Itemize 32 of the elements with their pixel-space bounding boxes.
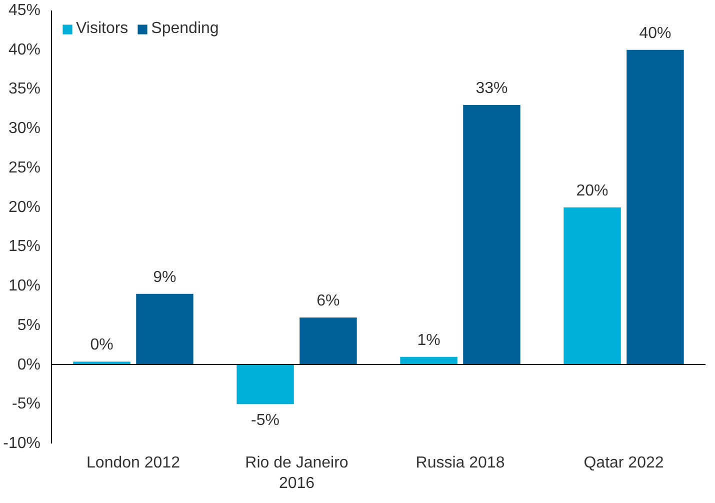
y-tick-label: 30% bbox=[8, 120, 41, 138]
y-tick-label: 20% bbox=[8, 198, 41, 216]
bar bbox=[463, 104, 520, 365]
y-tick-label: 25% bbox=[8, 159, 41, 176]
data-label: -5% bbox=[251, 412, 280, 430]
y-tick-label: 5% bbox=[17, 316, 40, 334]
y-tick-label: -5% bbox=[12, 396, 40, 413]
legend-label: Visitors bbox=[76, 20, 128, 38]
bar bbox=[626, 50, 684, 365]
data-label: 6% bbox=[316, 292, 340, 310]
x-tick-label: Rio de Janeiro 2016 bbox=[245, 454, 348, 492]
x-tick-label: London 2012 bbox=[86, 454, 180, 472]
y-tick-label: 40% bbox=[8, 41, 41, 58]
y-tick-label: 35% bbox=[8, 80, 41, 98]
y-tick-label: 10% bbox=[8, 278, 41, 295]
y-tick-label: 15% bbox=[8, 238, 41, 256]
x-tick-label: Qatar 2022 bbox=[584, 454, 664, 472]
data-label: 9% bbox=[153, 268, 176, 286]
legend-label: Spending bbox=[151, 20, 219, 38]
y-tick-label: 45% bbox=[8, 2, 41, 19]
data-label: 20% bbox=[576, 182, 608, 200]
bar bbox=[236, 364, 294, 404]
bar bbox=[300, 318, 357, 365]
y-tick-label: -10% bbox=[3, 435, 41, 452]
data-label: 40% bbox=[639, 24, 672, 42]
bar bbox=[136, 294, 194, 365]
x-tick-label: Russia 2018 bbox=[416, 454, 505, 472]
bar bbox=[564, 207, 621, 365]
data-label: 1% bbox=[417, 332, 440, 349]
data-label: 0% bbox=[90, 336, 114, 354]
data-label: 33% bbox=[476, 80, 508, 97]
y-tick-label: 0% bbox=[17, 356, 40, 374]
